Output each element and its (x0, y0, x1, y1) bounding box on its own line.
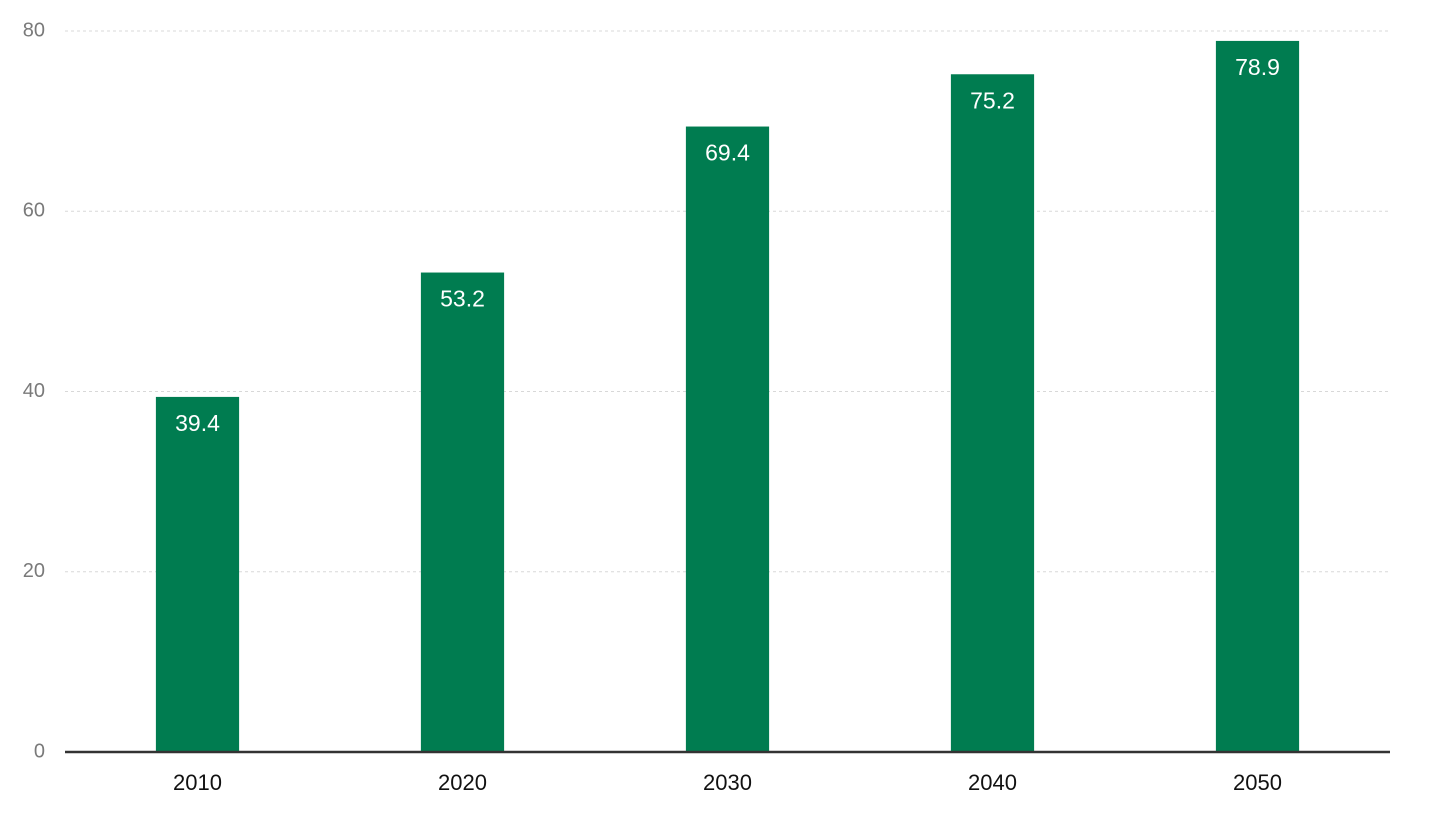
bar (950, 74, 1035, 752)
x-tick-label: 2030 (703, 770, 752, 795)
y-tick-label: 80 (23, 19, 45, 41)
y-tick-label: 40 (23, 380, 45, 402)
y-tick-label: 60 (23, 200, 45, 222)
x-tick-label: 2010 (173, 770, 222, 795)
bar (1215, 40, 1300, 752)
bar (155, 396, 240, 752)
value-label: 78.9 (1235, 54, 1280, 80)
x-tick-label: 2040 (968, 770, 1017, 795)
value-label: 75.2 (970, 87, 1015, 113)
value-label: 53.2 (440, 286, 485, 312)
bar (420, 272, 505, 752)
y-tick-label: 0 (34, 740, 45, 762)
bar (685, 126, 770, 753)
value-label: 69.4 (705, 140, 750, 166)
x-tick-label: 2020 (438, 770, 487, 795)
value-label: 39.4 (175, 410, 220, 436)
x-tick-label: 2050 (1233, 770, 1282, 795)
y-tick-label: 20 (23, 560, 45, 582)
